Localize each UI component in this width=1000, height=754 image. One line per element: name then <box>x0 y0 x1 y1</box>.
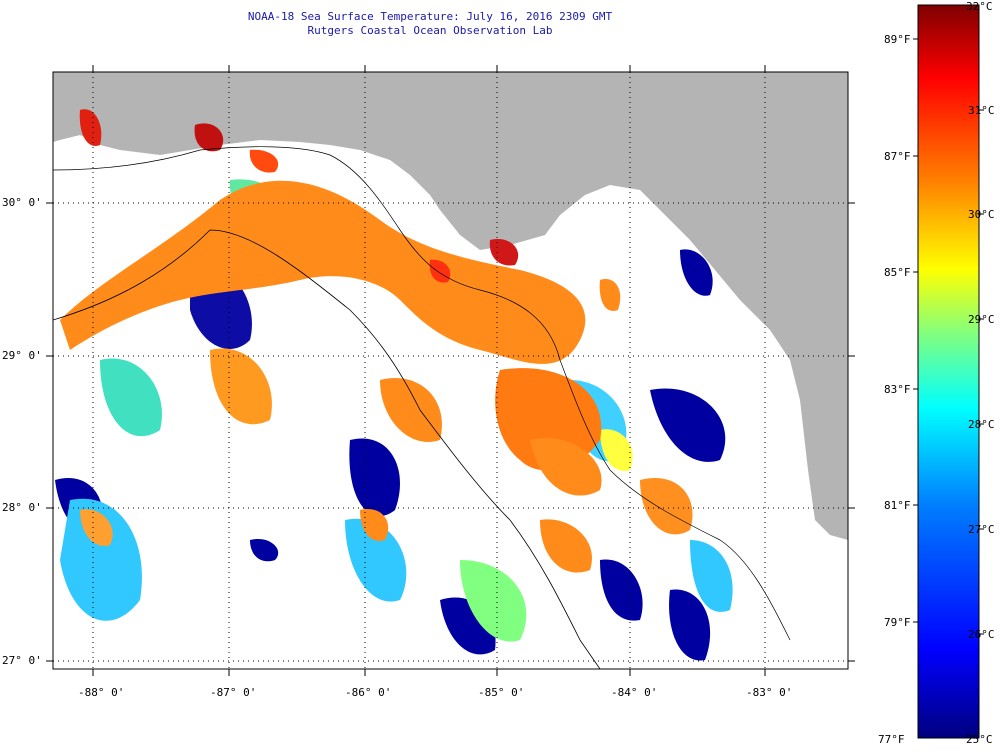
tick-marks <box>46 65 855 676</box>
colorbar-f-label: 83°F <box>884 383 911 396</box>
colorbar-c-label: 31°C <box>968 104 995 117</box>
lon-label: -84° 0' <box>611 686 658 699</box>
lon-label: -86° 0' <box>345 686 392 699</box>
lon-label: -85° 0' <box>478 686 525 699</box>
colorbar-c-label: 29°C <box>968 313 995 326</box>
colorbar-f-label: 87°F <box>884 150 911 163</box>
lat-label: 28° 0' <box>2 501 42 514</box>
colorbar-c-label: 25°C <box>966 733 993 746</box>
lat-label: 29° 0' <box>2 349 42 362</box>
colorbar-c-label: 26°C <box>968 628 995 641</box>
map-subtitle: Rutgers Coastal Ocean Observation Lab <box>307 24 553 37</box>
colorbar-c-label: 30°C <box>968 208 995 221</box>
lon-label: -87° 0' <box>210 686 257 699</box>
land-area <box>53 72 848 540</box>
sst-data-layer <box>55 109 733 661</box>
depth-contour <box>53 229 601 669</box>
lat-label: 30° 0' <box>2 196 42 209</box>
colorbar-c-label: 32°C <box>966 0 993 13</box>
colorbar-c-label: 28°C <box>968 418 995 431</box>
colorbar-f-label: 89°F <box>884 33 911 46</box>
colorbar-f-label: 77°F <box>878 733 905 746</box>
colorbar <box>917 4 980 739</box>
colorbar-f-label: 81°F <box>884 499 911 512</box>
colorbar-f-label: 85°F <box>884 266 911 279</box>
map-title: NOAA-18 Sea Surface Temperature: July 16… <box>247 10 613 23</box>
lon-label: -83° 0' <box>746 686 793 699</box>
map-border <box>52 71 849 670</box>
colorbar-ticks <box>913 38 984 635</box>
colorbar-c-label: 27°C <box>968 523 995 536</box>
lon-label: -88° 0' <box>78 686 125 699</box>
colorbar-f-label: 79°F <box>884 616 911 629</box>
lat-label: 27° 0' <box>2 654 42 667</box>
